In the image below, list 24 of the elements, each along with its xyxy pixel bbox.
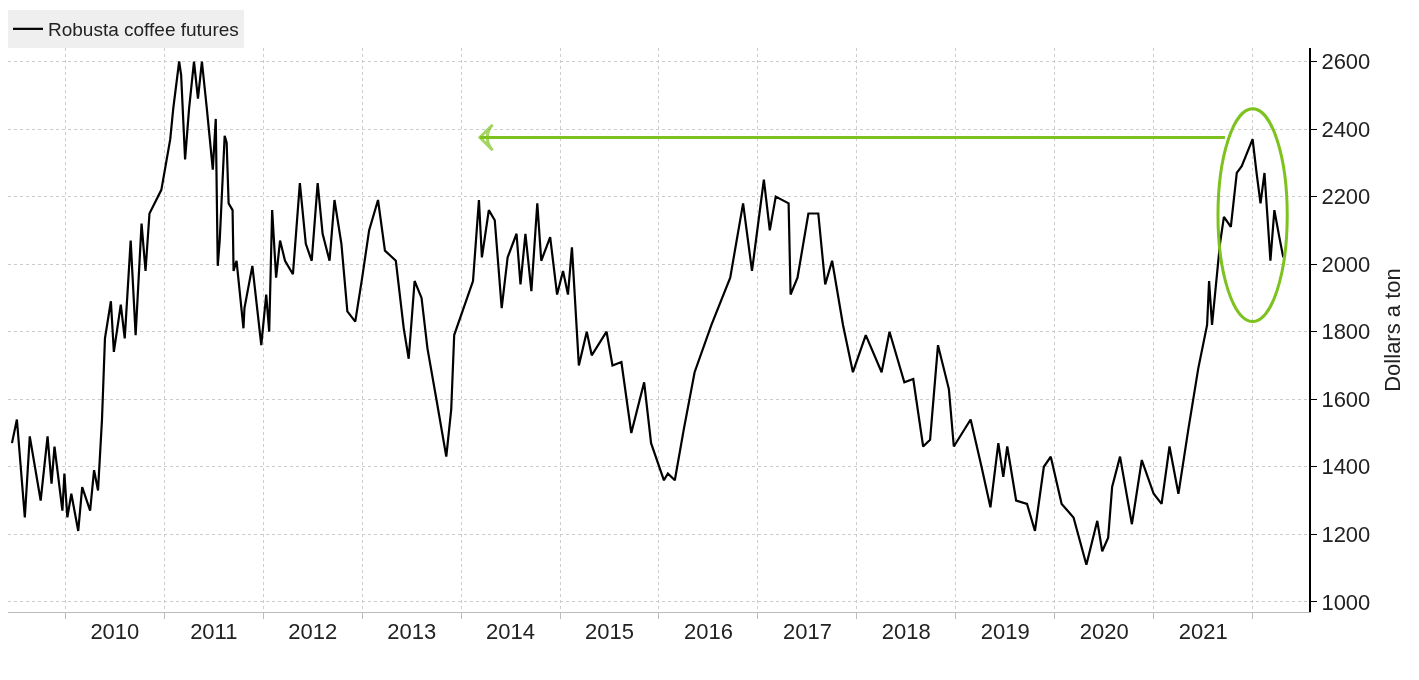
line-series	[10, 60, 1285, 566]
y-axis-title: Dollars a ton	[1379, 268, 1405, 392]
x-tick-label: 2014	[486, 619, 536, 645]
x-tick-label: 2019	[980, 619, 1030, 645]
y-tick-label: 2000	[1321, 251, 1371, 277]
y-tick-label: 2200	[1321, 184, 1371, 210]
y-tick-label: 1800	[1321, 319, 1371, 345]
legend-label: Robusta coffee futures	[48, 19, 239, 41]
x-tick-label: 2012	[288, 619, 338, 645]
y-tick-label: 1200	[1321, 522, 1371, 548]
x-tick-label: 2020	[1079, 619, 1129, 645]
x-tick-label: 2015	[585, 619, 635, 645]
y-tick-label: 2400	[1321, 116, 1371, 142]
y-tick-label: 2600	[1321, 49, 1371, 75]
x-tick-label: 2017	[782, 619, 832, 645]
x-tick-label: 2021	[1178, 619, 1228, 645]
x-tick-label: 2016	[683, 619, 733, 645]
x-tick-label: 2010	[90, 619, 140, 645]
x-tick-label: 2018	[881, 619, 931, 645]
x-tick-label: 2011	[190, 619, 238, 645]
x-tick-label: 2013	[387, 619, 437, 645]
y-tick-label: 1000	[1321, 589, 1371, 615]
y-tick-label: 1600	[1321, 386, 1371, 412]
y-tick-label: 1400	[1321, 454, 1371, 480]
